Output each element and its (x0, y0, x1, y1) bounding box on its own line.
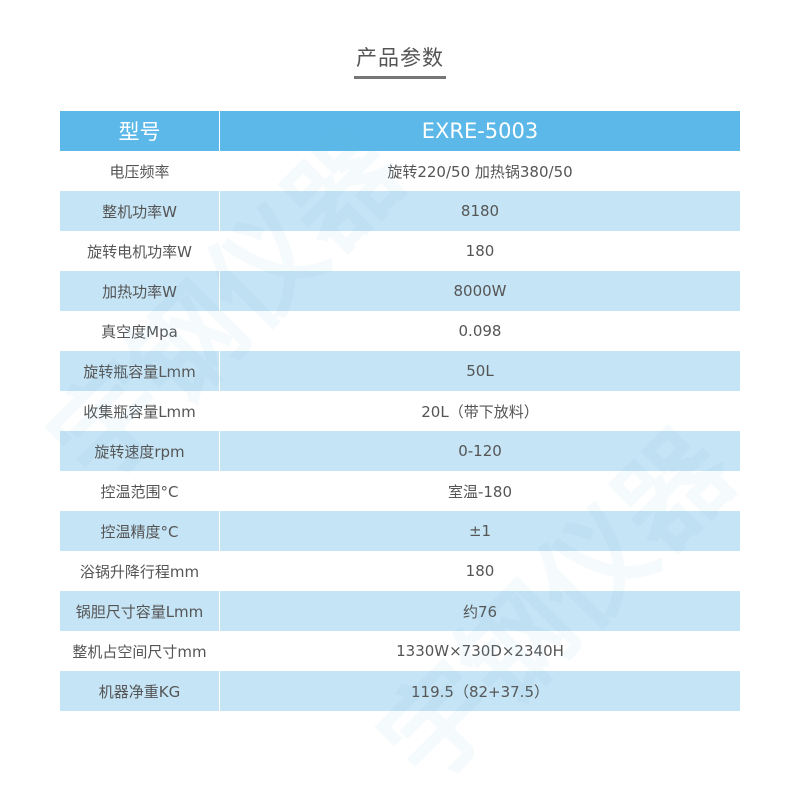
row-value: 0-120 (219, 431, 740, 471)
row-label: 机器净重KG (60, 671, 220, 711)
row-value: 约76 (219, 591, 740, 631)
table-row: 旋转瓶容量Lmm 50L (60, 351, 740, 391)
row-value: 119.5（82+37.5） (219, 671, 740, 711)
table-row: 整机功率W 8180 (60, 191, 740, 231)
row-label: 加热功率W (60, 271, 220, 311)
row-label: 真空度Mpa (60, 311, 220, 351)
table-row: 锅胆尺寸容量Lmm 约76 (60, 591, 740, 631)
row-label: 整机功率W (60, 191, 220, 231)
header-label: 型号 (60, 111, 220, 151)
row-value: 8180 (219, 191, 740, 231)
table-header-row: 型号 EXRE-5003 (60, 111, 740, 151)
row-value: 8000W (219, 271, 740, 311)
row-label: 控温范围°C (60, 471, 220, 511)
row-label: 整机占空间尺寸mm (60, 631, 220, 671)
row-label: 控温精度°C (60, 511, 220, 551)
row-value: ±1 (219, 511, 740, 551)
table-row: 收集瓶容量Lmm 20L（带下放料） (60, 391, 740, 431)
table-row: 机器净重KG 119.5（82+37.5） (60, 671, 740, 711)
row-value: 室温-180 (447, 482, 513, 501)
row-label: 浴锅升降行程mm (60, 551, 220, 591)
row-value: 50L (219, 351, 740, 391)
row-value: 20L（带下放料） (421, 402, 539, 421)
row-value: 1330W×730D×2340H (396, 642, 564, 660)
table-row: 旋转速度rpm 0-120 (60, 431, 740, 471)
table-row: 整机占空间尺寸mm 1330W×730D×2340H (60, 631, 740, 671)
row-label: 收集瓶容量Lmm (60, 391, 220, 431)
table-row: 控温精度°C ±1 (60, 511, 740, 551)
row-value: 180 (465, 562, 495, 580)
title-text: 产品参数 (354, 42, 446, 79)
spec-table: 型号 EXRE-5003 电压频率 旋转220/50 加热锅380/50 整机功率W… (60, 111, 740, 711)
row-label: 锅胆尺寸容量Lmm (60, 591, 220, 631)
row-label: 旋转速度rpm (60, 431, 220, 471)
page-title: 产品参数 (0, 42, 800, 79)
row-label: 旋转电机功率W (60, 231, 220, 271)
row-label: 电压频率 (60, 151, 220, 191)
row-label: 旋转瓶容量Lmm (60, 351, 220, 391)
header-value: EXRE-5003 (219, 111, 740, 151)
row-value: 180 (465, 242, 495, 260)
table-row: 浴锅升降行程mm 180 (60, 551, 740, 591)
row-value: 0.098 (458, 322, 502, 340)
table-row: 旋转电机功率W 180 (60, 231, 740, 271)
table-row: 真空度Mpa 0.098 (60, 311, 740, 351)
table-row: 电压频率 旋转220/50 加热锅380/50 (60, 151, 740, 191)
table-row: 控温范围°C 室温-180 (60, 471, 740, 511)
row-value: 旋转220/50 加热锅380/50 (387, 162, 573, 181)
table-row: 加热功率W 8000W (60, 271, 740, 311)
